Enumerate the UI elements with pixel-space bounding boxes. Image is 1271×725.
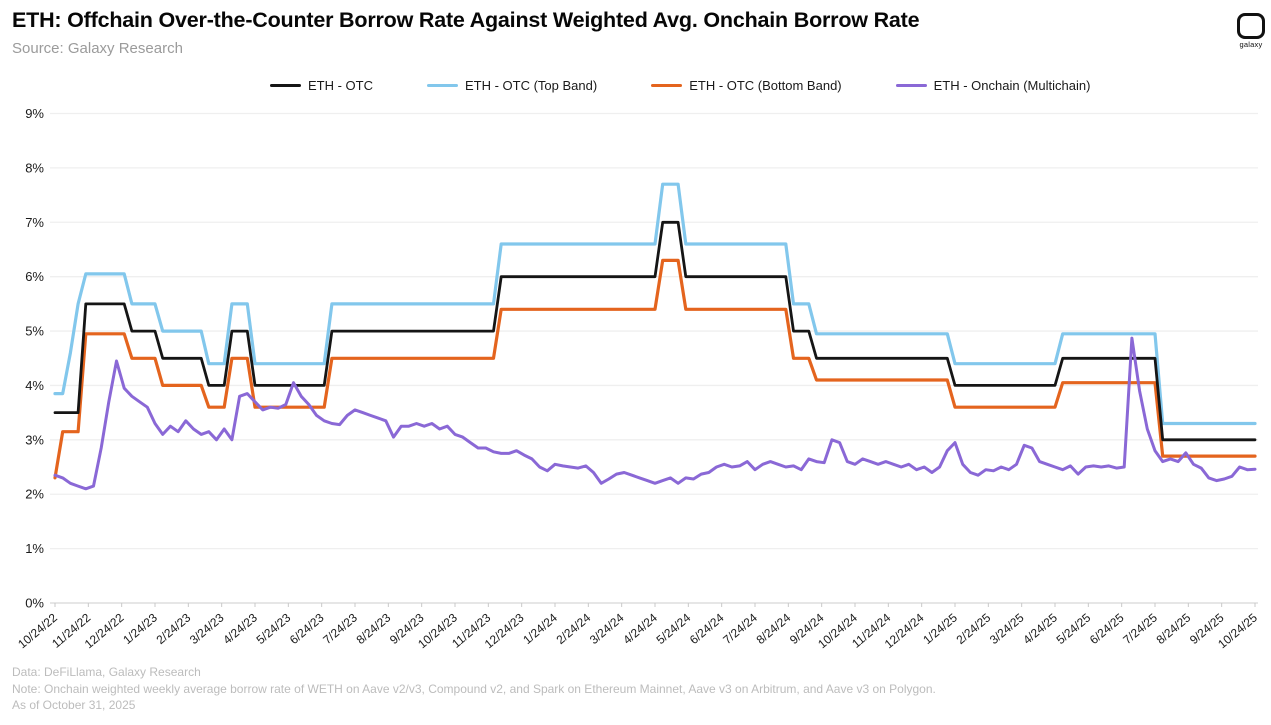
x-axis-tick-label: 4/24/23 xyxy=(220,610,260,647)
galaxy-logo-icon xyxy=(1237,13,1265,39)
x-axis-tick-label: 5/24/25 xyxy=(1054,610,1094,647)
legend-swatch-icon xyxy=(427,83,458,88)
source-subtitle: Source: Galaxy Research xyxy=(12,40,183,57)
legend-label: ETH - Onchain (Multichain) xyxy=(933,78,1091,93)
series-eth-otc xyxy=(53,220,1257,442)
series-eth-otc-top-band xyxy=(53,182,1257,426)
y-axis-tick-label: 6% xyxy=(25,269,44,284)
footer-data-source: Data: DeFiLlama, Galaxy Research xyxy=(12,665,201,679)
y-axis-tick-label: 0% xyxy=(25,596,44,611)
y-axis-tick-label: 1% xyxy=(25,541,44,556)
x-axis-tick-label: 4/24/24 xyxy=(620,610,660,647)
x-axis-tick-label: 8/24/24 xyxy=(754,610,794,647)
x-axis-tick-label: 1/24/23 xyxy=(120,610,160,647)
x-axis-tick-label: 5/24/23 xyxy=(254,610,294,647)
x-axis-tick-label: 1/24/24 xyxy=(520,610,560,647)
footer-as-of: As of October 31, 2025 xyxy=(12,698,136,712)
x-axis-tick-label: 1/24/25 xyxy=(920,610,960,647)
y-axis-tick-label: 8% xyxy=(25,160,44,175)
series-eth-otc-bottom-band xyxy=(53,258,1257,480)
x-axis-tick-label: 7/24/24 xyxy=(720,610,760,647)
legend-swatch-icon xyxy=(895,83,927,88)
y-axis-tick-label: 2% xyxy=(25,487,44,502)
x-axis-tick-label: 3/24/24 xyxy=(587,610,627,647)
x-axis-tick-label: 8/24/25 xyxy=(1154,610,1194,647)
page-title: ETH: Offchain Over-the-Counter Borrow Ra… xyxy=(12,8,920,32)
galaxy-logo-text: galaxy xyxy=(1239,40,1263,49)
x-axis-tick-label: 7/24/23 xyxy=(320,610,360,647)
legend-item-eth-otc-top-band: ETH - OTC (Top Band) xyxy=(427,78,597,93)
legend-item-eth-otc: ETH - OTC xyxy=(270,78,373,93)
y-axis-tick-label: 7% xyxy=(25,215,44,230)
footer-note: Note: Onchain weighted weekly average bo… xyxy=(12,681,936,696)
x-axis-tick-label: 6/24/23 xyxy=(287,610,327,647)
legend-swatch-icon xyxy=(651,83,683,88)
chart-legend: ETH - OTC ETH - OTC (Top Band) ETH - OTC (… xyxy=(270,78,1090,93)
series-eth-onchain-multichain xyxy=(53,336,1257,491)
legend-label: ETH - OTC (Bottom Band) xyxy=(689,78,842,93)
legend-label: ETH - OTC (Top Band) xyxy=(465,78,598,93)
y-axis-tick-label: 3% xyxy=(25,432,44,447)
y-axis-tick-label: 5% xyxy=(25,324,44,339)
legend-label: ETH - OTC xyxy=(308,78,373,93)
legend-item-eth-otc-bottom-band: ETH - OTC (Bottom Band) xyxy=(651,78,842,93)
x-axis-tick-label: 3/24/23 xyxy=(187,610,227,647)
y-axis-tick-label: 9% xyxy=(25,106,44,121)
galaxy-logo: galaxy xyxy=(1236,13,1266,49)
x-axis-tick-label: 2/24/23 xyxy=(154,610,194,647)
x-axis-tick-label: 2/24/25 xyxy=(954,610,994,647)
x-axis-tick-label: 5/24/24 xyxy=(654,610,694,647)
y-axis-tick-label: 4% xyxy=(25,378,44,393)
x-axis-tick-label: 3/24/25 xyxy=(987,610,1027,647)
x-axis-tick-label: 6/24/25 xyxy=(1087,610,1127,647)
x-axis-tick-label: 4/24/25 xyxy=(1020,610,1060,647)
chart-footer: Data: DeFiLlama, Galaxy Research Note: O… xyxy=(12,664,936,714)
legend-swatch-icon xyxy=(270,83,301,88)
legend-item-eth-onchain-multichain: ETH - Onchain (Multichain) xyxy=(895,78,1091,93)
x-axis-tick-label: 6/24/24 xyxy=(687,610,727,647)
x-axis-tick-label: 2/24/24 xyxy=(554,610,594,647)
x-axis-tick-label: 8/24/23 xyxy=(354,610,394,647)
x-axis-tick-label: 7/24/25 xyxy=(1120,610,1160,647)
